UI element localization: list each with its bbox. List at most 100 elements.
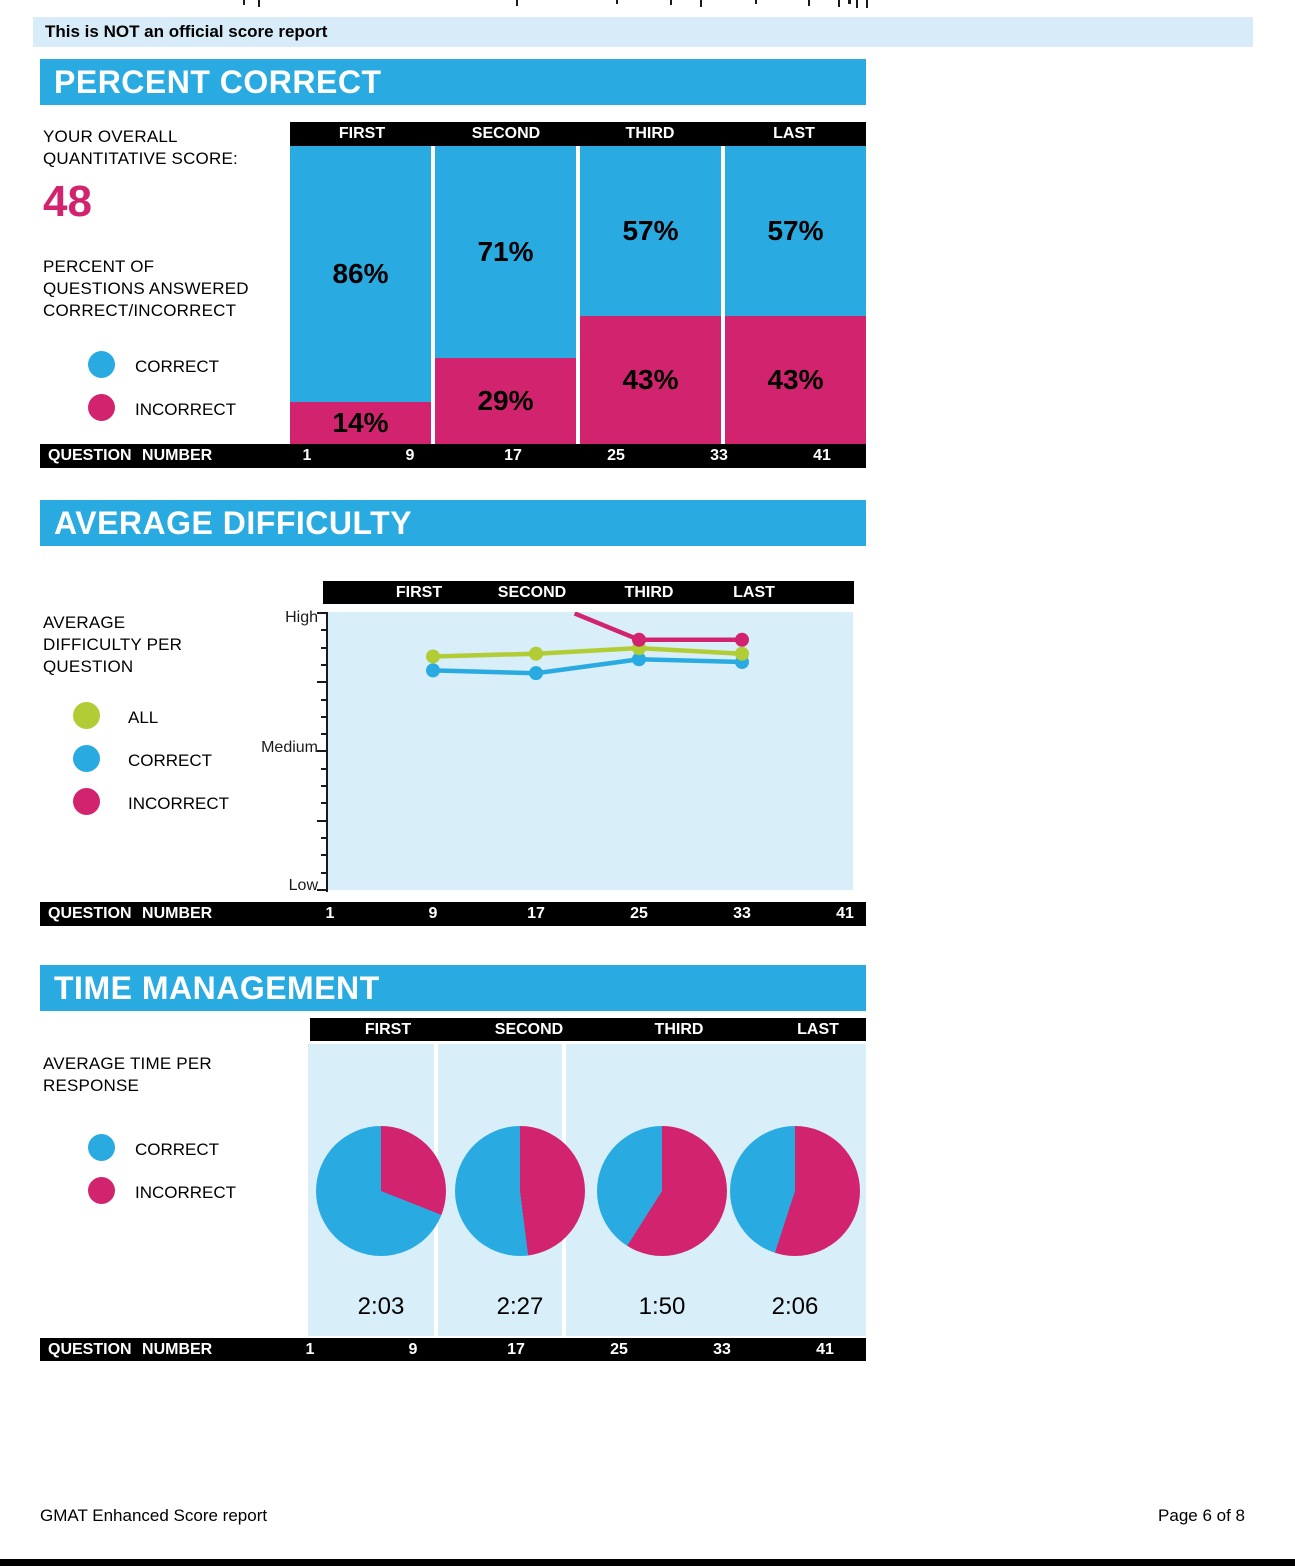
question-number-tick: 9 bbox=[405, 447, 415, 464]
correct-legend-dot bbox=[88, 351, 115, 378]
y-axis-minor-tick bbox=[321, 733, 326, 736]
correct-legend-label: CORRECT bbox=[128, 751, 213, 770]
correct-legend-label: CORRECT bbox=[135, 1140, 220, 1159]
cropped-text-remnant bbox=[616, 0, 618, 4]
overall-score-label: YOUR OVERALL QUANTITATIVE SCORE: bbox=[43, 127, 238, 169]
stacked-column-first: 86% 14% bbox=[290, 146, 431, 444]
overall-score-value: 48 bbox=[43, 177, 92, 226]
question-number-tick: 25 bbox=[630, 905, 648, 922]
cropped-text-remnant bbox=[856, 0, 858, 8]
correct-point bbox=[632, 652, 646, 667]
y-axis-minor-tick bbox=[321, 646, 326, 649]
incorrect-segment: 14% bbox=[290, 402, 431, 444]
cropped-text-remnant bbox=[755, 0, 757, 4]
incorrect-segment: 29% bbox=[435, 357, 576, 444]
y-axis-minor-tick bbox=[321, 871, 326, 874]
column-header-third: THIRD bbox=[654, 1021, 704, 1038]
cropped-text-remnant bbox=[700, 0, 702, 7]
y-axis-minor-tick bbox=[321, 785, 326, 787]
y-axis-major-tick bbox=[317, 819, 326, 822]
all-legend-label: ALL bbox=[128, 708, 159, 727]
incorrect-legend-label: INCORRECT bbox=[135, 400, 237, 419]
time-pie-last bbox=[730, 1126, 860, 1256]
column-header-third: THIRD bbox=[625, 125, 675, 142]
question-number-tick: 1 bbox=[302, 447, 312, 464]
percent-correct-description: PERCENT OF QUESTIONS ANSWERED CORRECT/IN… bbox=[43, 257, 249, 321]
incorrect-legend-dot bbox=[88, 1177, 115, 1204]
incorrect-legend-label: INCORRECT bbox=[128, 794, 230, 813]
cropped-text-remnant bbox=[516, 0, 518, 6]
y-axis-major-tick bbox=[317, 888, 326, 891]
question-number-tick: 1 bbox=[305, 1341, 315, 1358]
question-number-tick: 41 bbox=[813, 447, 831, 464]
disclaimer-banner: This is NOT an official score report bbox=[33, 17, 1253, 47]
question-number-label: QUESTION NUMBER bbox=[48, 447, 213, 464]
correct-point bbox=[426, 663, 440, 678]
question-number-tick: 17 bbox=[504, 447, 522, 464]
question-number-tick: 9 bbox=[408, 1341, 418, 1358]
column-header-last: LAST bbox=[733, 584, 775, 601]
incorrect-line bbox=[573, 611, 742, 643]
correct-segment: 71% bbox=[435, 146, 576, 358]
time-management-description: AVERAGE TIME PER RESPONSE bbox=[43, 1054, 212, 1096]
correct-point bbox=[529, 666, 543, 681]
correct-line bbox=[432, 657, 743, 676]
stacked-column-last: 57% 43% bbox=[725, 146, 866, 444]
cropped-text-remnant bbox=[670, 0, 672, 5]
difficulty-question-axis: QUESTION NUMBER 1 9 17 25 33 41 bbox=[40, 902, 866, 926]
question-number-tick: 17 bbox=[507, 1341, 525, 1358]
y-axis-line bbox=[326, 612, 328, 892]
question-number-tick: 41 bbox=[836, 905, 854, 922]
time-pie-second bbox=[455, 1126, 585, 1256]
y-axis-major-tick bbox=[317, 612, 326, 614]
difficulty-y-axis bbox=[308, 612, 328, 892]
all-point bbox=[529, 646, 543, 661]
question-number-tick: 25 bbox=[607, 447, 625, 464]
stacked-column-second: 71% 29% bbox=[435, 146, 576, 444]
percent-correct-title: PERCENT CORRECT bbox=[40, 59, 866, 105]
all-point bbox=[735, 646, 749, 661]
y-label-low: Low bbox=[288, 877, 318, 894]
correct-legend-dot bbox=[73, 745, 100, 772]
correct-legend-dot bbox=[88, 1134, 115, 1161]
y-axis-minor-tick bbox=[321, 854, 326, 857]
y-axis-major-tick bbox=[317, 750, 326, 753]
y-axis-minor-tick bbox=[321, 767, 326, 770]
avg-time-value: 1:50 bbox=[638, 1293, 686, 1320]
average-difficulty-title: AVERAGE DIFFICULTY bbox=[40, 500, 866, 546]
difficulty-plot-area bbox=[328, 611, 853, 890]
correct-legend-label: CORRECT bbox=[135, 357, 220, 376]
cropped-text-remnant bbox=[258, 0, 260, 7]
footer-report-name: GMAT Enhanced Score report bbox=[40, 1506, 268, 1525]
average-difficulty-column-header-bar: FIRST SECOND THIRD LAST bbox=[323, 581, 854, 604]
percent-correct-stacked-bar-chart: 86% 14% 71% 29% 57% 43% 57% 43% bbox=[290, 146, 866, 444]
y-axis-minor-tick bbox=[321, 836, 326, 839]
incorrect-point bbox=[735, 632, 749, 647]
incorrect-legend-dot bbox=[73, 788, 100, 815]
avg-time-value: 2:03 bbox=[357, 1293, 405, 1320]
cropped-text-remnant bbox=[866, 0, 868, 8]
y-axis-minor-tick bbox=[321, 715, 326, 718]
all-line bbox=[432, 645, 743, 659]
column-header-last: LAST bbox=[797, 1021, 839, 1038]
y-label-high: High bbox=[285, 609, 318, 626]
question-number-tick: 25 bbox=[610, 1341, 628, 1358]
question-number-tick: 9 bbox=[428, 905, 438, 922]
time-management-column-header-bar: FIRST SECOND THIRD LAST bbox=[310, 1018, 866, 1041]
percent-correct-column-header-bar: FIRST SECOND THIRD LAST bbox=[290, 122, 866, 146]
time-management-question-axis: QUESTION NUMBER 1 9 17 25 33 41 bbox=[40, 1338, 866, 1361]
footer-page-number: Page 6 of 8 bbox=[1158, 1506, 1245, 1525]
question-number-tick: 33 bbox=[733, 905, 751, 922]
all-point bbox=[426, 649, 440, 664]
avg-time-value: 2:27 bbox=[496, 1293, 544, 1320]
question-number-label: QUESTION NUMBER bbox=[48, 905, 213, 922]
column-header-second: SECOND bbox=[471, 125, 541, 142]
time-management-title: TIME MANAGEMENT bbox=[40, 965, 866, 1011]
question-number-tick: 41 bbox=[816, 1341, 834, 1358]
avg-time-value: 2:06 bbox=[771, 1293, 819, 1320]
cropped-text-remnant bbox=[808, 0, 810, 6]
correct-segment: 57% bbox=[580, 146, 721, 316]
y-label-medium: Medium bbox=[261, 739, 318, 756]
cropped-text-remnant bbox=[838, 0, 840, 7]
